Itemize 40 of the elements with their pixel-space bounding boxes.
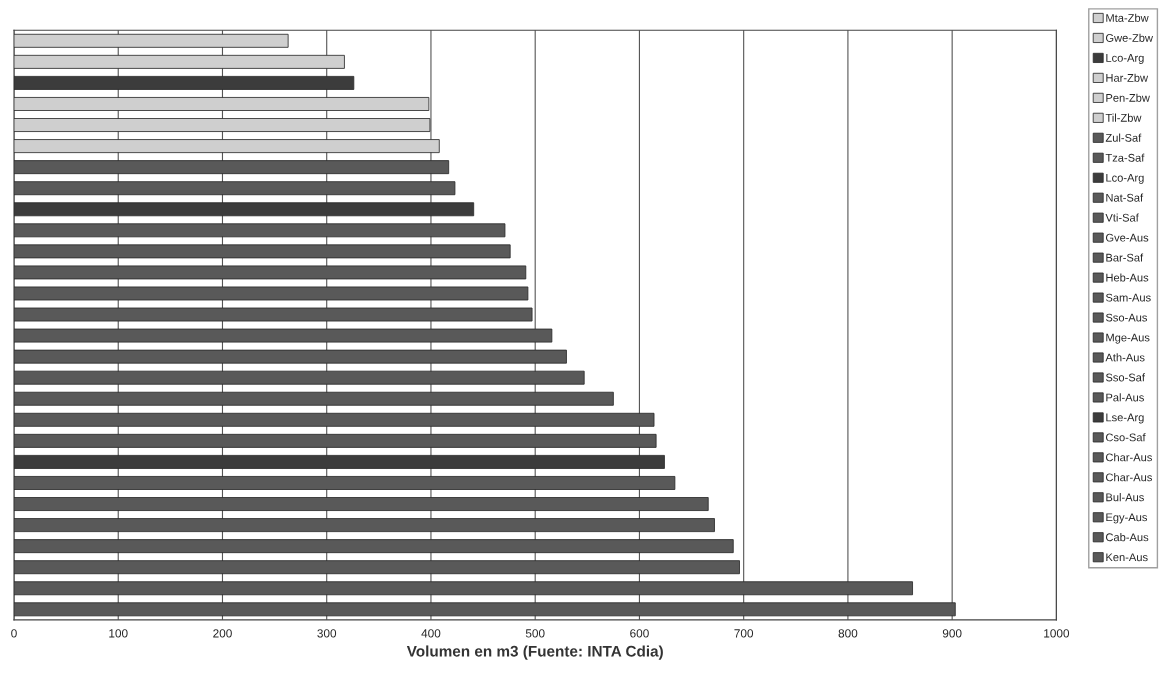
legend-label: Zul-Saf xyxy=(1105,133,1142,142)
legend-label: Pal-Aus xyxy=(1106,393,1144,402)
legend-label: Lco-Arg xyxy=(1106,54,1144,65)
x-tick-label: 100 xyxy=(109,629,128,638)
legend-label: Sso-Aus xyxy=(1105,313,1148,322)
legend-label: Cab-Aus xyxy=(1106,533,1149,542)
legend-label: Tza-Saf xyxy=(1105,153,1145,162)
x-tick-label: 300 xyxy=(317,629,337,638)
legend-label: Egy-Aus xyxy=(1106,513,1148,524)
legend-label: Pen-Zbw xyxy=(1106,93,1150,102)
x-tick-label: 800 xyxy=(838,629,858,638)
x-tick-label: 200 xyxy=(213,629,232,638)
legend-label: Char-Aus xyxy=(1106,453,1152,462)
legend-label: Cso-Saf xyxy=(1106,433,1146,442)
x-tick-label: 400 xyxy=(421,629,441,638)
legend-label: Lse-Arg xyxy=(1106,413,1144,424)
legend-label: Char-Aus xyxy=(1106,473,1152,482)
legend-label: Har-Zbw xyxy=(1106,73,1149,82)
legend-label: Vti-Saf xyxy=(1105,213,1139,222)
legend-label: Sso-Saf xyxy=(1105,373,1145,382)
legend-label: Mta-Zbw xyxy=(1106,13,1149,22)
legend-label: Ath-Aus xyxy=(1105,353,1145,362)
legend-label: Gwe-Zbw xyxy=(1106,33,1153,42)
legend-label: Bar-Saf xyxy=(1106,253,1144,262)
x-axis-title: Volumen en m3 (Fuente: INTA Cdia) xyxy=(406,645,663,660)
x-tick-label: 0 xyxy=(11,629,17,638)
legend-label: Mge-Aus xyxy=(1106,333,1150,344)
x-tick-label: 600 xyxy=(630,629,649,638)
legend-label: Til-Zbw xyxy=(1105,113,1142,122)
x-tick-label: 1000 xyxy=(1044,629,1070,638)
legend-label: Lco-Arg xyxy=(1106,173,1144,184)
legend-label: Gve-Aus xyxy=(1106,233,1149,242)
legend-label: Ken-Aus xyxy=(1106,553,1148,562)
legend-label: Nat-Saf xyxy=(1106,193,1144,202)
x-tick-label: 700 xyxy=(734,629,754,638)
x-tick-label: 900 xyxy=(942,629,962,638)
x-tick-label: 500 xyxy=(525,629,545,638)
legend-label: Heb-Aus xyxy=(1106,273,1149,282)
legend-label: Sam-Aus xyxy=(1105,293,1151,302)
legend-label: Bul-Aus xyxy=(1106,493,1144,502)
